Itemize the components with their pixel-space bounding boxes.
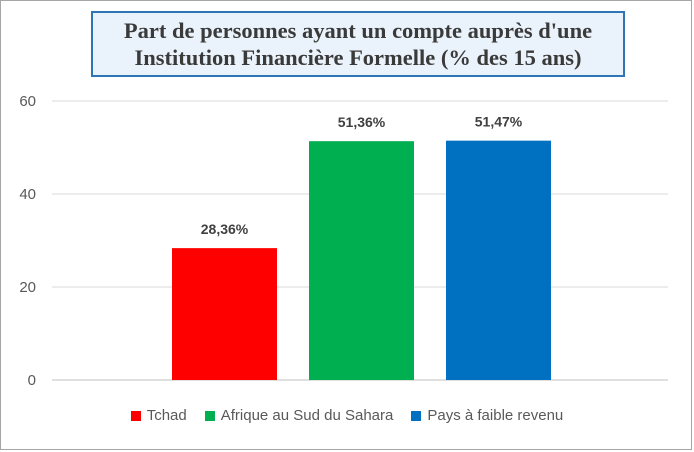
- bar-3: [446, 140, 551, 380]
- data-label-2: 51,36%: [338, 114, 386, 130]
- legend-item-2: Afrique au Sud du Sahara: [204, 407, 394, 424]
- bars: [172, 140, 551, 380]
- legend: Tchad Afrique au Sud du Sahara Pays à faib…: [0, 407, 694, 424]
- legend-swatch-3: [411, 410, 422, 421]
- data-labels: 28,36% 51,36% 51,47%: [201, 114, 523, 237]
- data-label-1: 28,36%: [201, 221, 249, 237]
- legend-label-3: Pays à faible revenu: [427, 407, 564, 424]
- legend-item-3: Pays à faible revenu: [411, 407, 563, 424]
- chart-title: Part de personnes ayant un compte auprès…: [91, 11, 625, 77]
- legend-swatch-1: [130, 410, 141, 421]
- y-tick-label-60: 60: [19, 93, 36, 110]
- legend-label-1: Tchad: [146, 407, 187, 424]
- y-tick-label-20: 20: [19, 279, 36, 296]
- y-tick-label-40: 40: [19, 186, 36, 203]
- data-label-3: 51,47%: [475, 114, 523, 130]
- chart-title-line-2: Institution Financière Formelle (% des 1…: [134, 45, 582, 70]
- y-axis: 0 20 40 60: [19, 93, 36, 389]
- chart-title-line-1: Part de personnes ayant un compte auprès…: [123, 18, 593, 43]
- bar-1: [172, 248, 277, 380]
- legend-swatch-2: [204, 410, 215, 421]
- legend-label-2: Afrique au Sud du Sahara: [220, 407, 394, 424]
- bar-2: [309, 141, 414, 380]
- y-tick-label-0: 0: [28, 372, 36, 389]
- legend-item-1: Tchad: [130, 407, 187, 424]
